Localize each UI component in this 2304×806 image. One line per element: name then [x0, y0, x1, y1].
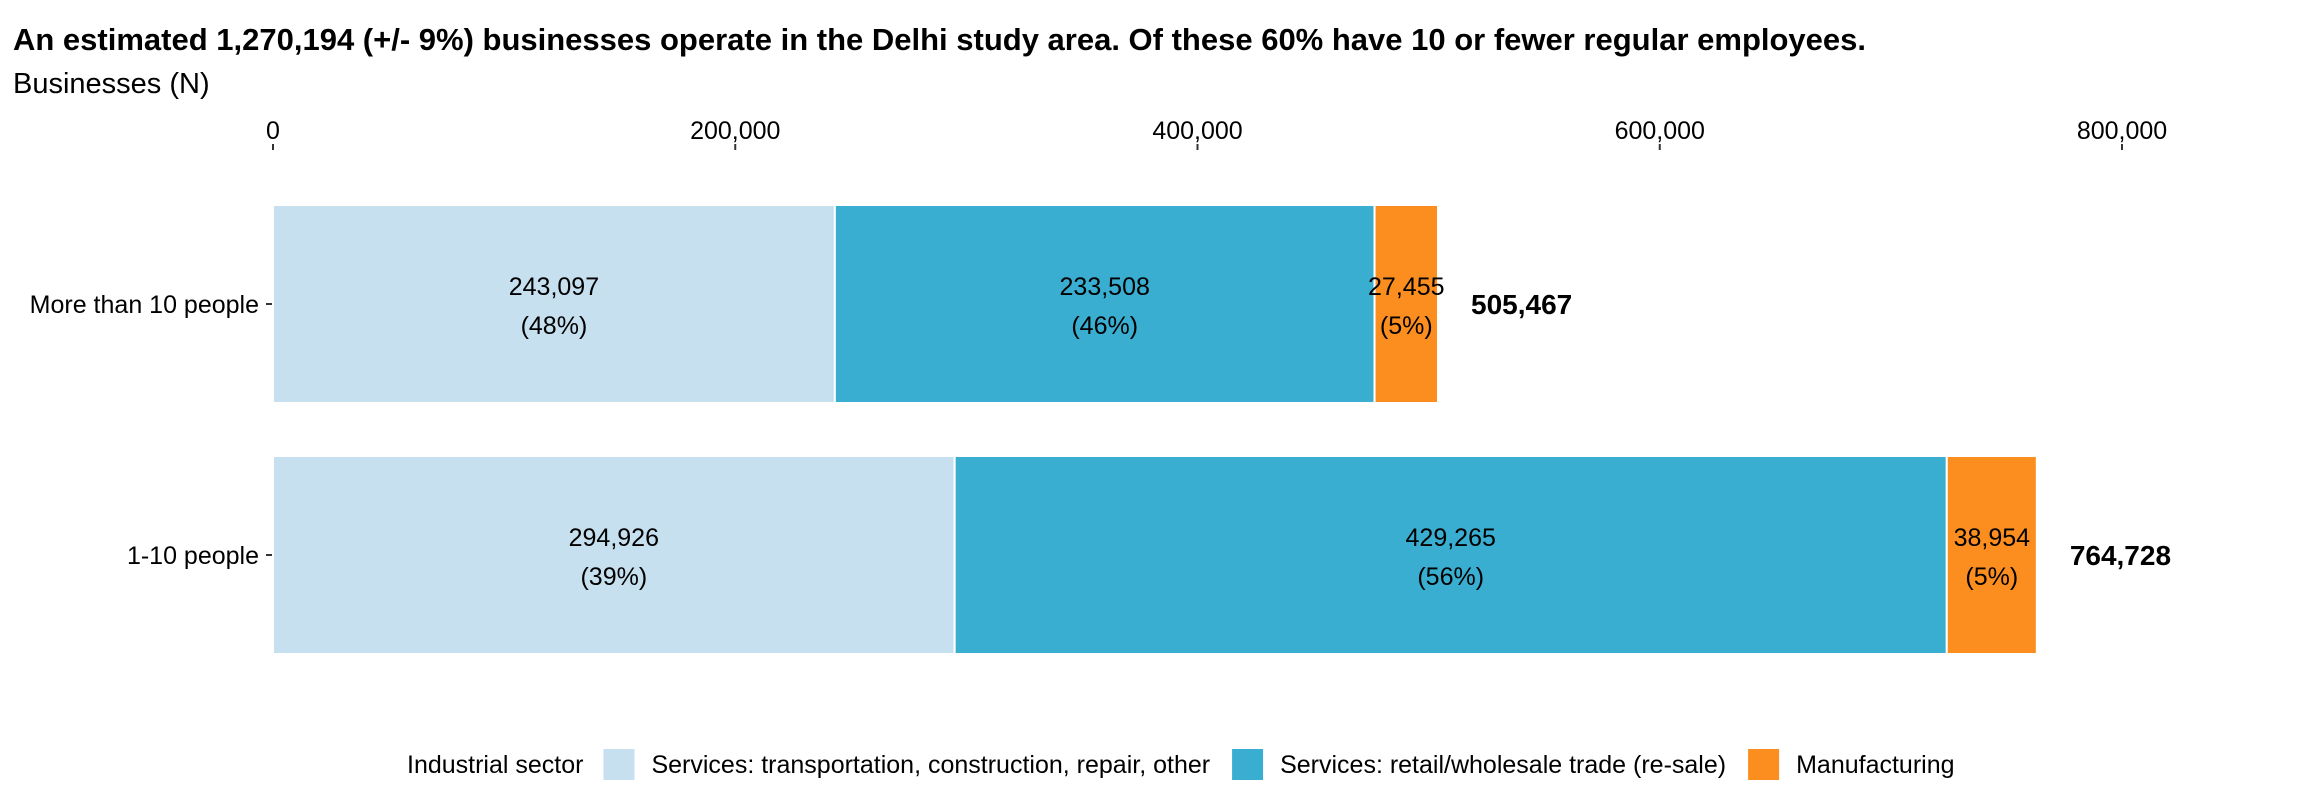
legend-swatch	[1232, 749, 1264, 780]
bar-total-label: 764,728	[2070, 540, 2171, 571]
bar-percent-label: (48%)	[521, 312, 588, 340]
legend-title: Industrial sector	[407, 751, 583, 779]
total-labels: 505,467 764,728	[1471, 289, 2171, 571]
x-axis: 0 200,000 400,000 600,000 800,000	[266, 117, 2167, 150]
bar-value-label: 233,508	[1060, 273, 1150, 301]
legend: Industrial sector Services: transportatio…	[407, 749, 1955, 780]
legend-swatch	[603, 749, 635, 780]
chart-title: An estimated 1,270,194 (+/- 9%) business…	[13, 22, 1866, 57]
x-tick-label: 0	[266, 117, 280, 145]
bar-segment	[272, 204, 836, 404]
bar-segment	[953, 455, 1948, 655]
y-tick-label: More than 10 people	[30, 291, 259, 319]
bar-value-label: 243,097	[509, 273, 599, 301]
bar-percent-label: (46%)	[1071, 312, 1138, 340]
bar-segment	[272, 455, 956, 655]
bar-percent-label: (5%)	[1380, 312, 1433, 340]
legend-label: Services: retail/wholesale trade (re-sal…	[1280, 751, 1726, 779]
y-tick-label: 1-10 people	[127, 542, 259, 570]
bar-segment	[1945, 455, 2038, 655]
bar-percent-label: (56%)	[1417, 563, 1484, 591]
legend-swatch	[1748, 749, 1780, 780]
bar-total-label: 505,467	[1471, 289, 1572, 320]
bar-percent-label: (39%)	[580, 563, 647, 591]
bar-value-label: 38,954	[1954, 524, 2031, 552]
legend-label: Manufacturing	[1796, 751, 1954, 779]
x-tick-label: 800,000	[2077, 117, 2167, 145]
x-tick-label: 200,000	[690, 117, 780, 145]
segment-labels: 243,097 (48%) 233,508 (46%) 27,455 (5%) 294,92…	[509, 273, 2030, 591]
legend-label: Services: transportation, construction, …	[651, 751, 1210, 779]
chart-subtitle: Businesses (N)	[13, 68, 210, 100]
bar-segment	[1373, 204, 1440, 404]
bar-segment	[833, 204, 1376, 404]
bar-value-label: 27,455	[1368, 273, 1444, 301]
x-tick-label: 600,000	[1615, 117, 1705, 145]
bar-percent-label: (5%)	[1965, 563, 2018, 591]
x-tick-label: 400,000	[1152, 117, 1242, 145]
bar-value-label: 294,926	[569, 524, 659, 552]
y-axis: More than 10 people 1-10 people	[30, 291, 272, 570]
bar-value-label: 429,265	[1406, 524, 1496, 552]
bars	[272, 204, 2038, 655]
